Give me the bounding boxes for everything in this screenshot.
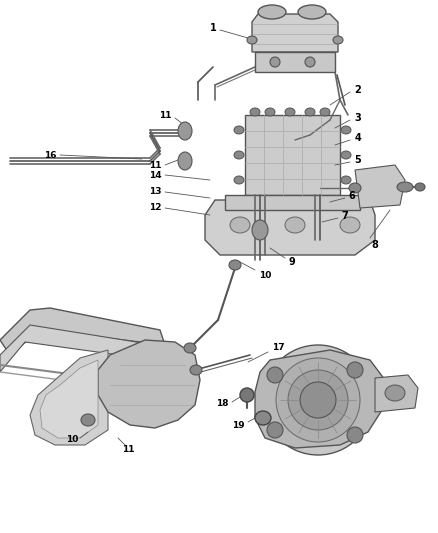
Ellipse shape <box>305 108 315 116</box>
Ellipse shape <box>347 427 363 443</box>
Text: 14: 14 <box>148 171 161 180</box>
Ellipse shape <box>255 411 271 425</box>
Ellipse shape <box>184 343 196 353</box>
Ellipse shape <box>285 108 295 116</box>
Ellipse shape <box>305 57 315 67</box>
Text: 12: 12 <box>149 204 161 213</box>
Ellipse shape <box>234 151 244 159</box>
Text: 16: 16 <box>44 150 56 159</box>
Ellipse shape <box>288 370 348 430</box>
Polygon shape <box>355 165 405 208</box>
Ellipse shape <box>320 108 330 116</box>
Ellipse shape <box>341 126 351 134</box>
Ellipse shape <box>300 382 336 418</box>
Text: 6: 6 <box>349 191 355 201</box>
Ellipse shape <box>276 358 360 442</box>
Polygon shape <box>30 350 108 445</box>
Text: 19: 19 <box>232 421 244 430</box>
Ellipse shape <box>190 365 202 375</box>
Polygon shape <box>375 375 418 412</box>
Ellipse shape <box>349 183 361 193</box>
Ellipse shape <box>250 108 260 116</box>
Text: 17: 17 <box>272 343 284 352</box>
Ellipse shape <box>333 36 343 44</box>
Ellipse shape <box>270 57 280 67</box>
Polygon shape <box>0 308 165 355</box>
Ellipse shape <box>298 5 326 19</box>
Polygon shape <box>255 52 335 72</box>
Ellipse shape <box>340 217 360 233</box>
Text: 10: 10 <box>259 271 271 280</box>
Polygon shape <box>255 350 385 448</box>
Ellipse shape <box>415 183 425 191</box>
Ellipse shape <box>258 5 286 19</box>
Ellipse shape <box>385 385 405 401</box>
Polygon shape <box>0 325 155 372</box>
Polygon shape <box>40 360 98 438</box>
Polygon shape <box>252 14 338 52</box>
Text: 1: 1 <box>210 23 216 33</box>
Polygon shape <box>225 195 360 210</box>
Ellipse shape <box>263 345 373 455</box>
Text: 5: 5 <box>355 155 361 165</box>
Text: 18: 18 <box>216 400 228 408</box>
Ellipse shape <box>178 122 192 140</box>
Text: 8: 8 <box>371 240 378 250</box>
Text: 2: 2 <box>355 85 361 95</box>
Ellipse shape <box>347 362 363 378</box>
Ellipse shape <box>341 151 351 159</box>
Ellipse shape <box>229 260 241 270</box>
Text: 7: 7 <box>342 211 348 221</box>
Ellipse shape <box>247 36 257 44</box>
Polygon shape <box>98 340 200 428</box>
Ellipse shape <box>267 367 283 383</box>
Text: 4: 4 <box>355 133 361 143</box>
Ellipse shape <box>81 414 95 426</box>
Text: 9: 9 <box>289 257 295 267</box>
Ellipse shape <box>267 422 283 438</box>
Text: 13: 13 <box>149 188 161 197</box>
Ellipse shape <box>178 152 192 170</box>
Ellipse shape <box>265 108 275 116</box>
Ellipse shape <box>341 176 351 184</box>
Text: 11: 11 <box>122 446 134 455</box>
Ellipse shape <box>252 220 268 240</box>
Ellipse shape <box>397 182 413 192</box>
Ellipse shape <box>240 388 254 402</box>
Text: 3: 3 <box>355 113 361 123</box>
Ellipse shape <box>230 217 250 233</box>
Text: 11: 11 <box>149 160 161 169</box>
Ellipse shape <box>234 176 244 184</box>
Ellipse shape <box>285 217 305 233</box>
Text: 10: 10 <box>66 435 78 445</box>
Text: 11: 11 <box>159 110 171 119</box>
Ellipse shape <box>234 126 244 134</box>
Polygon shape <box>205 200 375 255</box>
Bar <box>245 115 340 195</box>
